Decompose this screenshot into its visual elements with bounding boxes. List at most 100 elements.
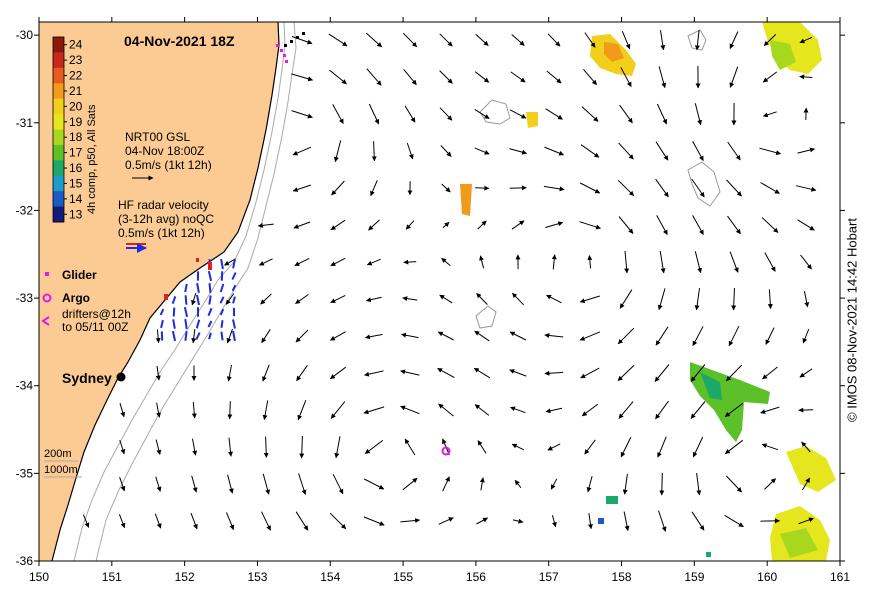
sst-patch-east <box>690 362 770 442</box>
isobath-200m-line <box>73 22 286 561</box>
current-arrow <box>583 68 597 86</box>
hf-vector <box>207 307 213 317</box>
current-arrow <box>155 365 161 381</box>
current-arrow <box>619 289 633 309</box>
current-arrow <box>658 510 667 532</box>
current-arrow <box>551 515 557 528</box>
current-arrow <box>262 400 269 421</box>
current-arrow <box>656 103 668 125</box>
current-arrow <box>761 217 779 233</box>
current-arrow <box>729 251 739 273</box>
current-arrow <box>728 325 740 347</box>
sst-patch-small <box>526 112 538 128</box>
hf-vector <box>219 308 225 316</box>
colorbar-swatch <box>53 191 64 208</box>
current-arrow <box>291 36 313 45</box>
current-arrow <box>365 32 383 48</box>
current-arrow <box>799 74 813 80</box>
current-arrow <box>657 288 666 311</box>
current-arrow <box>546 70 562 84</box>
colorbar-tick-label: 24 <box>69 38 83 52</box>
sydney-marker <box>116 372 126 382</box>
current-arrow <box>764 478 776 490</box>
current-arrow <box>363 406 385 415</box>
current-arrow <box>437 331 454 341</box>
current-arrow <box>403 68 417 86</box>
sst-patch-north <box>590 34 636 76</box>
sst-patch-small <box>706 552 711 557</box>
x-tick-label: 153 <box>247 570 267 584</box>
current-arrow <box>440 145 452 157</box>
hf-vector <box>208 295 212 305</box>
current-arrow <box>368 103 380 125</box>
hf-vector <box>196 294 200 306</box>
sydney-label: Sydney <box>62 370 112 386</box>
current-arrow <box>797 219 815 231</box>
current-arrow <box>474 404 490 416</box>
colorbar-swatch <box>53 206 64 223</box>
current-arrow <box>580 144 600 158</box>
colorbar-swatch <box>53 129 64 146</box>
current-arrow <box>799 368 813 378</box>
argo-legend-symbol <box>42 293 52 303</box>
current-arrow <box>545 407 563 414</box>
current-arrow <box>364 370 384 377</box>
current-arrow <box>474 71 490 83</box>
current-arrow <box>400 369 420 376</box>
current-arrow <box>477 440 487 454</box>
current-arrow <box>694 30 700 51</box>
current-arrow <box>329 69 347 85</box>
current-arrow <box>119 403 126 418</box>
y-tick-label: -33 <box>16 291 34 305</box>
current-arrow <box>587 513 593 530</box>
current-arrow <box>260 293 272 305</box>
drifters-legend-line1: drifters@12h <box>62 307 131 321</box>
current-arrow <box>660 30 666 51</box>
current-arrow <box>724 402 744 418</box>
current-arrow <box>620 67 632 88</box>
current-arrow <box>156 402 162 418</box>
hf-radar-vectors <box>159 258 237 342</box>
current-arrow <box>368 219 380 231</box>
hf-vector <box>232 296 236 304</box>
current-arrow <box>438 517 454 525</box>
y-tick-label: -36 <box>16 554 34 568</box>
colorbar-swatch <box>53 67 64 84</box>
current-arrow <box>692 436 704 458</box>
current-arrow <box>799 36 813 44</box>
current-arrow <box>729 31 739 49</box>
current-arrow <box>263 436 269 458</box>
current-arrow <box>334 436 341 459</box>
glider-legend-symbol <box>45 272 49 276</box>
current-arrow <box>654 364 670 382</box>
x-tick-label: 154 <box>320 570 340 584</box>
current-arrow <box>291 73 314 82</box>
current-arrow <box>401 332 419 339</box>
current-arrow <box>546 294 562 304</box>
current-arrow <box>509 109 527 119</box>
hf-vector <box>231 272 237 280</box>
drifters-legend-line2: to 05/11 00Z <box>62 320 129 334</box>
current-arrow <box>802 328 810 344</box>
current-arrow <box>119 476 126 492</box>
current-arrow <box>119 439 126 455</box>
current-arrow <box>657 436 667 458</box>
hf-vector <box>184 295 188 305</box>
current-arrow <box>584 32 596 48</box>
current-arrow <box>365 333 383 340</box>
current-arrow <box>579 182 601 194</box>
current-arrow <box>370 180 378 197</box>
current-arrow <box>258 258 273 266</box>
current-arrow <box>762 111 777 118</box>
current-arrow <box>190 512 198 530</box>
current-arrow <box>509 369 527 377</box>
colorbar-tick-label: 23 <box>69 53 83 67</box>
current-arrow <box>191 475 198 493</box>
current-arrow <box>579 221 601 230</box>
x-axis-longitude: 150 151 152 153 154 155 156 157 158 159 160 161 <box>29 17 850 584</box>
colorbar-label: 4h comp, p50, All Sats <box>86 104 98 214</box>
x-tick-label: 155 <box>393 570 413 584</box>
colorbar-tick-label: 17 <box>69 146 83 160</box>
current-arrow <box>544 146 565 156</box>
hf-subtitle-label: (3-12h avg) noQC <box>118 212 214 226</box>
